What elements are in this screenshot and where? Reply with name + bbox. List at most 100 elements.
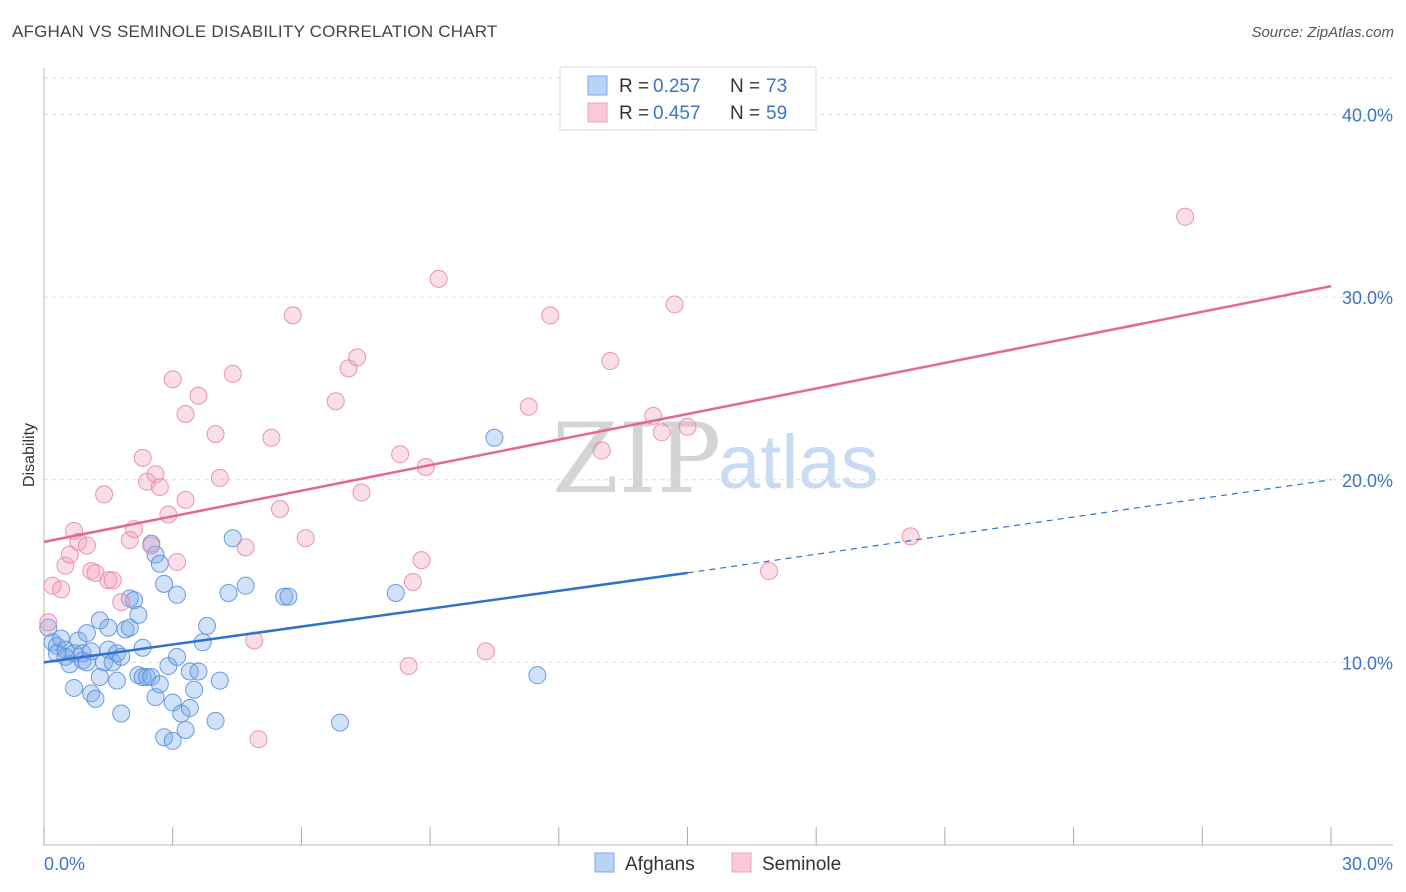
afghans-point [189,662,208,681]
seminole-point [159,505,178,524]
seminole-point [262,428,281,447]
seminole-point [678,417,697,436]
bottom-legend-swatch-seminole [731,852,752,873]
y-axis-label: Disability [21,423,38,487]
legend-n-value-afghans: 73 [766,76,787,97]
legend-swatch-seminole [587,102,608,123]
tick-labels: 10.0% 20.0% 30.0% 40.0% 0.0% 30.0% [44,106,1393,874]
afghans-point [219,583,238,602]
trend-lines [43,284,1332,664]
y-tick-label: 20.0% [1342,471,1393,491]
axes [43,68,1393,846]
legend-r-value-afghans: 0.257 [653,76,701,97]
seminole-point [176,490,195,509]
afghans-point [386,583,405,602]
bottom-legend-swatch-afghans [594,852,615,873]
afghans-point [150,675,169,694]
afghans-point [129,605,148,624]
seminole-point [77,536,96,555]
seminole-point [601,352,620,371]
afghans-points [39,428,547,750]
legend: R = 0.257 N = 73 R = 0.457 N = 59 [559,66,817,131]
afghans-point [155,728,174,747]
y-tick-label: 40.0% [1342,106,1393,126]
chart-title: AFGHAN VS SEMINOLE DISABILITY CORRELATIO… [12,22,498,41]
seminole-point [391,445,410,464]
afghans-point [107,671,126,690]
chart-source: Source: ZipAtlas.com [1251,24,1394,41]
seminole-point [592,441,611,460]
seminole-point [399,657,418,676]
afghans-point [167,585,186,604]
afghans-point [180,699,199,718]
watermark-atlas: atlas [718,420,879,505]
seminole-point [189,386,208,405]
seminole-point [283,306,302,325]
seminole-point [56,556,75,575]
afghans-point [206,711,225,730]
seminole-point [206,425,225,444]
seminole-point [270,499,289,518]
seminole-point [112,593,131,612]
seminole-point [296,529,315,548]
seminole-point [210,468,229,487]
legend-n-label-seminole: N = [730,103,760,124]
y-tick-label: 10.0% [1342,653,1393,673]
legend-r-label-afghans: R = [619,76,649,97]
seminole-point [403,573,422,592]
seminole-point [99,571,118,590]
bottom-legend-seminole: Seminole [762,854,841,875]
seminole-point [39,613,58,632]
afghans-point [163,731,182,750]
seminole-point [541,306,560,325]
gridlines [44,77,1393,663]
afghans-point [155,574,174,593]
afghans-point [223,529,242,548]
seminole-point [163,370,182,389]
afghans-point [39,618,58,637]
seminole-point [43,576,62,595]
seminole-point [519,397,538,416]
afghans-point [331,713,350,732]
seminole-point [150,478,169,497]
y-tick-label: 30.0% [1342,288,1393,308]
seminole-point [665,295,684,314]
seminole-point [760,562,779,581]
seminole-point [652,423,671,442]
afghans-point [77,624,96,643]
watermark-zip: ZIP [552,403,721,515]
bottom-legend: Afghans Seminole [594,852,841,875]
afghans-point [56,640,75,659]
seminole-point [412,551,431,570]
legend-r-label-seminole: R = [619,103,649,124]
seminole-point [133,448,152,467]
seminole-point [249,730,268,749]
afghans-point [65,678,84,697]
seminole-point [1176,207,1195,226]
legend-r-value-seminole: 0.457 [653,103,701,124]
afghans-point [172,704,191,723]
legend-swatch-afghans [587,75,608,96]
seminole-point [429,269,448,288]
seminole-point [476,642,495,661]
seminole-point [142,536,161,555]
x-tick-label-min: 0.0% [44,854,85,874]
seminole-point [69,532,88,551]
seminole-point [348,348,367,367]
x-tick-label-max: 30.0% [1342,854,1393,874]
seminole-point [901,527,920,546]
afghans-trend-line [43,571,688,664]
afghans-point [86,689,105,708]
afghans-point [528,666,547,685]
seminole-point [326,392,345,411]
seminole-point [52,580,71,599]
seminole-point [167,552,186,571]
afghans-point [176,720,195,739]
seminole-point [352,483,371,502]
legend-n-label-afghans: N = [730,76,760,97]
seminole-points [39,207,1195,749]
seminole-point [60,545,79,564]
afghans-trend-extension [687,479,1332,574]
seminole-point [176,405,195,424]
bottom-legend-afghans: Afghans [625,854,695,875]
